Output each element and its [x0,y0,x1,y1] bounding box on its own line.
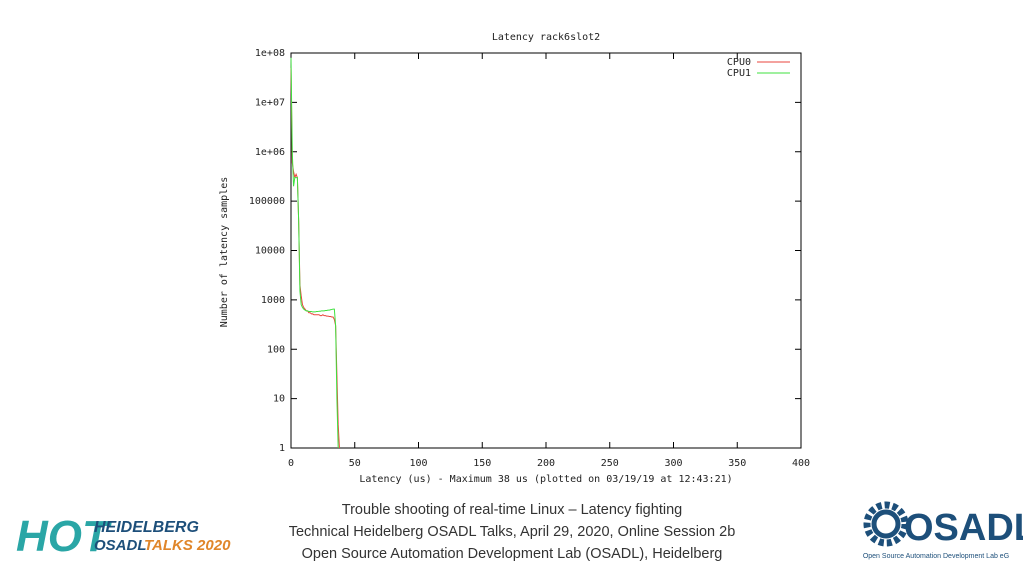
logo-text: HEIDELBERG [94,519,199,536]
y-tick-label: 10000 [255,246,285,257]
logo-text: TALKS 2020 [144,537,231,554]
logo-text: OSADL [94,537,147,554]
y-tick-label: 1 [279,443,285,454]
footer-line: Trouble shooting of real-time Linux – La… [342,502,682,518]
x-tick-label: 200 [537,458,555,469]
logo-hot: HOT [16,512,112,561]
x-axis-label: Latency (us) - Maximum 38 us (plotted on… [359,474,732,485]
y-tick-label: 100 [267,344,285,355]
x-tick-label: 300 [664,458,682,469]
x-tick-label: 150 [473,458,491,469]
legend-label: CPU0 [727,57,751,68]
y-tick-label: 10 [273,394,285,405]
logo-caption: Open Source Automation Development Lab e… [863,553,1009,560]
hot-logo: HOT HEIDELBERG OSADL TALKS 2020 [16,512,231,561]
y-tick-label: 1e+07 [255,97,285,108]
gear [863,501,909,547]
y-tick-label: 100000 [249,196,285,207]
y-tick-label: 1000 [261,295,285,306]
x-tick-label: 50 [349,458,361,469]
plot-frame [290,52,802,449]
series-line [290,57,339,449]
footer-line: Technical Heidelberg OSADL Talks, April … [289,524,736,540]
x-tick-label: 100 [409,458,427,469]
y-axis-label: Number of latency samples [219,177,230,328]
y-tick-label: 1e+06 [255,147,285,158]
legend-label: CPU1 [727,68,751,79]
logo-name: OSADL [904,507,1023,549]
osadl-logo: OSADL Open Source Automation Development… [863,501,1023,560]
footer-line: Open Source Automation Development Lab (… [302,546,723,562]
x-tick-label: 400 [792,458,810,469]
y-tick-label: 1e+08 [255,48,285,59]
chart-title: Latency rack6slot2 [492,32,600,43]
x-tick-label: 0 [288,458,294,469]
x-tick-label: 350 [728,458,746,469]
series-line [290,67,340,449]
gear-ring [871,509,901,539]
x-tick-label: 250 [601,458,619,469]
